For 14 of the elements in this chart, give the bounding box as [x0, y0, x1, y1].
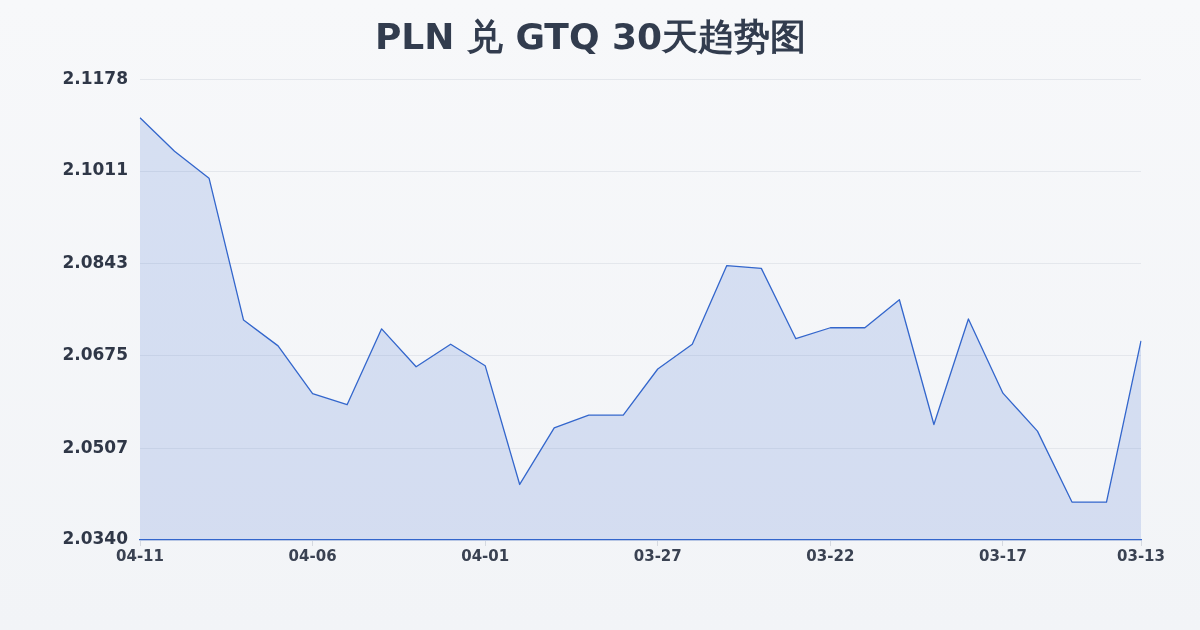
y-tick-label: 2.0675 [62, 344, 128, 365]
x-tick-label: 03-13 [1117, 546, 1165, 565]
x-tick-label: 04-01 [461, 546, 510, 565]
x-tick-label: 04-06 [288, 546, 337, 565]
x-tick-label: 03-22 [806, 546, 855, 565]
y-tick-label: 2.0507 [62, 436, 128, 457]
chart-title: PLN 兑 GTQ 30天趋势图 [374, 15, 807, 57]
y-tick-label: 2.0843 [62, 251, 128, 272]
y-tick-label: 2.1178 [62, 67, 128, 88]
x-tick-label: 04-11 [116, 546, 164, 565]
y-tick-label: 2.1011 [62, 159, 128, 180]
y-tick-label: 2.0340 [62, 528, 129, 549]
x-tick-label: 03-17 [978, 546, 1027, 565]
x-tick-label: 03-27 [633, 546, 682, 565]
